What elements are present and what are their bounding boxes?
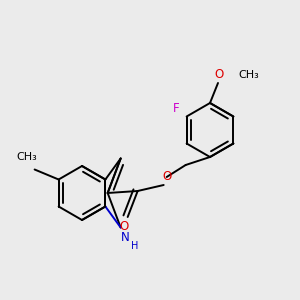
Text: CH₃: CH₃: [238, 70, 259, 80]
Text: F: F: [173, 102, 180, 115]
Text: O: O: [119, 220, 128, 233]
Text: O: O: [162, 170, 171, 184]
Text: N: N: [121, 231, 130, 244]
Text: CH₃: CH₃: [16, 152, 37, 161]
Text: O: O: [214, 68, 224, 82]
Text: H: H: [131, 241, 138, 250]
